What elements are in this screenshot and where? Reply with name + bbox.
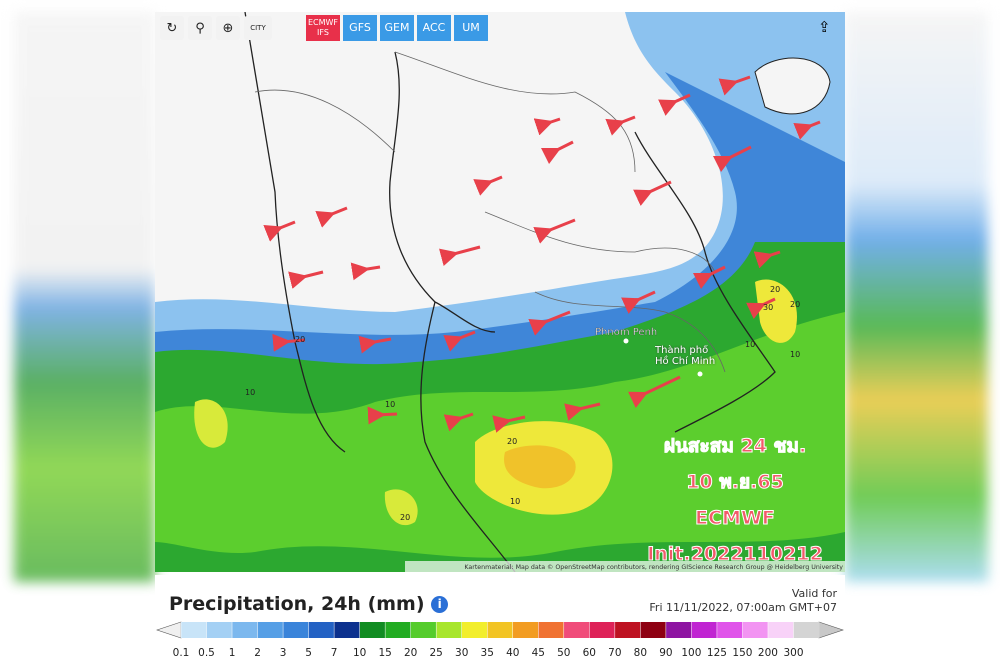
colorbar-swatch bbox=[487, 622, 514, 638]
colorbar-swatch bbox=[334, 622, 361, 638]
colorbar-label: 90 bbox=[659, 647, 672, 659]
city-toggle[interactable]: CITY bbox=[244, 16, 272, 40]
colorbar-label: 1 bbox=[229, 647, 236, 659]
colorbar-label: 50 bbox=[557, 647, 570, 659]
contour-label: 20 bbox=[507, 437, 517, 446]
colorbar-label: 35 bbox=[481, 647, 494, 659]
colorbar-label: 0.1 bbox=[173, 647, 190, 659]
colorbar-label: 200 bbox=[758, 647, 778, 659]
colorbar-end bbox=[156, 621, 182, 639]
colorbar-swatch bbox=[640, 622, 667, 638]
place-label: Phnom Penh bbox=[595, 327, 657, 338]
colorbar-swatch bbox=[538, 622, 565, 638]
colorbar-label: 2 bbox=[254, 647, 261, 659]
zoom-button[interactable]: ⊕ bbox=[216, 16, 240, 40]
colorbar: 0.1 0.5 1 2 3 5 7 10 15 20 25 30 35 40 45 50 60 70 80 90 100… bbox=[156, 621, 844, 659]
legend-panel: Precipitation, 24h (mm) i Valid for Fri 1… bbox=[155, 575, 845, 665]
colorbar-label: 30 bbox=[455, 647, 468, 659]
colorbar-swatch bbox=[385, 622, 412, 638]
blurred-edge bbox=[14, 12, 155, 582]
colorbar-swatch bbox=[716, 622, 743, 638]
colorbar-swatch bbox=[257, 622, 284, 638]
map: Phnom Penh Thành phố Hồ Chí Minh 20 10 20 3… bbox=[155, 12, 845, 572]
colorbar-label: 20 bbox=[404, 647, 417, 659]
colorbar-swatch bbox=[793, 622, 820, 638]
colorbar-swatch bbox=[563, 622, 590, 638]
colorbar-swatch bbox=[512, 622, 539, 638]
model-button[interactable]: UM bbox=[454, 15, 488, 41]
legend-title: Precipitation, 24h (mm) i bbox=[169, 593, 449, 615]
contour-label: 20 bbox=[770, 285, 780, 294]
colorbar-label: 45 bbox=[532, 647, 545, 659]
overlay-text: ECMWF bbox=[695, 507, 775, 529]
contour-label: 20 bbox=[400, 513, 410, 522]
colorbar-label: 25 bbox=[430, 647, 443, 659]
attribution: Kartenmaterial: Map data © OpenStreetMap… bbox=[464, 563, 843, 571]
colorbar-label: 70 bbox=[608, 647, 621, 659]
colorbar-swatch bbox=[410, 622, 437, 638]
colorbar-end bbox=[818, 621, 844, 639]
colorbar-label: 10 bbox=[353, 647, 366, 659]
colorbar-swatch bbox=[359, 622, 386, 638]
contour-label: 10 bbox=[385, 400, 395, 409]
wind-arrows bbox=[263, 75, 821, 433]
info-icon[interactable]: i bbox=[431, 596, 449, 613]
place-label: Thành phố Hồ Chí Minh bbox=[655, 345, 716, 367]
colorbar-swatch bbox=[461, 622, 488, 638]
overlay-text: Init.2022110212 bbox=[647, 543, 823, 565]
colorbar-label: 100 bbox=[681, 647, 701, 659]
colorbar-label: 125 bbox=[707, 647, 727, 659]
colorbar-label: 0.5 bbox=[198, 647, 215, 659]
contour-label: 10 bbox=[745, 340, 755, 349]
contour-label: 10 bbox=[510, 497, 520, 506]
colorbar-swatch bbox=[589, 622, 616, 638]
toolbar: ↻ ⚲ ⊕ CITY ECMWF IFS GFS GEM ACC UM bbox=[160, 15, 488, 41]
legend-title-text: Precipitation, 24h (mm) bbox=[169, 593, 425, 615]
contour-label: 20 bbox=[295, 335, 305, 344]
colorbar-swatch bbox=[283, 622, 310, 638]
colorbar-label: 80 bbox=[634, 647, 647, 659]
overlay-text: ฝนสะสม 24 ชม. bbox=[664, 435, 806, 457]
model-button[interactable]: GFS bbox=[343, 15, 377, 41]
model-button[interactable]: GEM bbox=[380, 15, 414, 41]
colorbar-swatch bbox=[181, 622, 208, 638]
blurred-edge bbox=[845, 12, 988, 582]
model-button[interactable]: ACC bbox=[417, 15, 451, 41]
colorbar-label: 40 bbox=[506, 647, 519, 659]
colorbar-swatch bbox=[742, 622, 769, 638]
colorbar-label: 15 bbox=[378, 647, 391, 659]
contour-label: 10 bbox=[790, 350, 800, 359]
colorbar-label: 60 bbox=[583, 647, 596, 659]
colorbar-label: 5 bbox=[305, 647, 312, 659]
model-button[interactable]: ECMWF IFS bbox=[306, 15, 340, 41]
colorbar-label: 300 bbox=[783, 647, 803, 659]
colorbar-swatch bbox=[691, 622, 718, 638]
colorbar-label: 150 bbox=[732, 647, 752, 659]
share-button[interactable]: ⇪ bbox=[818, 18, 831, 36]
valid-label: Valid for bbox=[791, 587, 837, 600]
refresh-button[interactable]: ↻ bbox=[160, 16, 184, 40]
colorbar-label: 7 bbox=[331, 647, 338, 659]
overlay-text: 10 พ.ย.65 bbox=[686, 471, 784, 493]
colorbar-swatch bbox=[232, 622, 259, 638]
colorbar-swatch bbox=[436, 622, 463, 638]
colorbar-swatch bbox=[614, 622, 641, 638]
city-label: CITY bbox=[250, 23, 266, 32]
contour-label: 20 bbox=[790, 300, 800, 309]
colorbar-label: 3 bbox=[280, 647, 287, 659]
colorbar-swatch bbox=[767, 622, 794, 638]
colorbar-swatch bbox=[665, 622, 692, 638]
contour-label: 30 bbox=[763, 303, 773, 312]
location-button[interactable]: ⚲ bbox=[188, 16, 212, 40]
colorbar-swatch bbox=[206, 622, 233, 638]
valid-time: Fri 11/11/2022, 07:00am GMT+07 bbox=[649, 601, 837, 614]
colorbar-swatch bbox=[308, 622, 335, 638]
contour-label: 10 bbox=[245, 388, 255, 397]
